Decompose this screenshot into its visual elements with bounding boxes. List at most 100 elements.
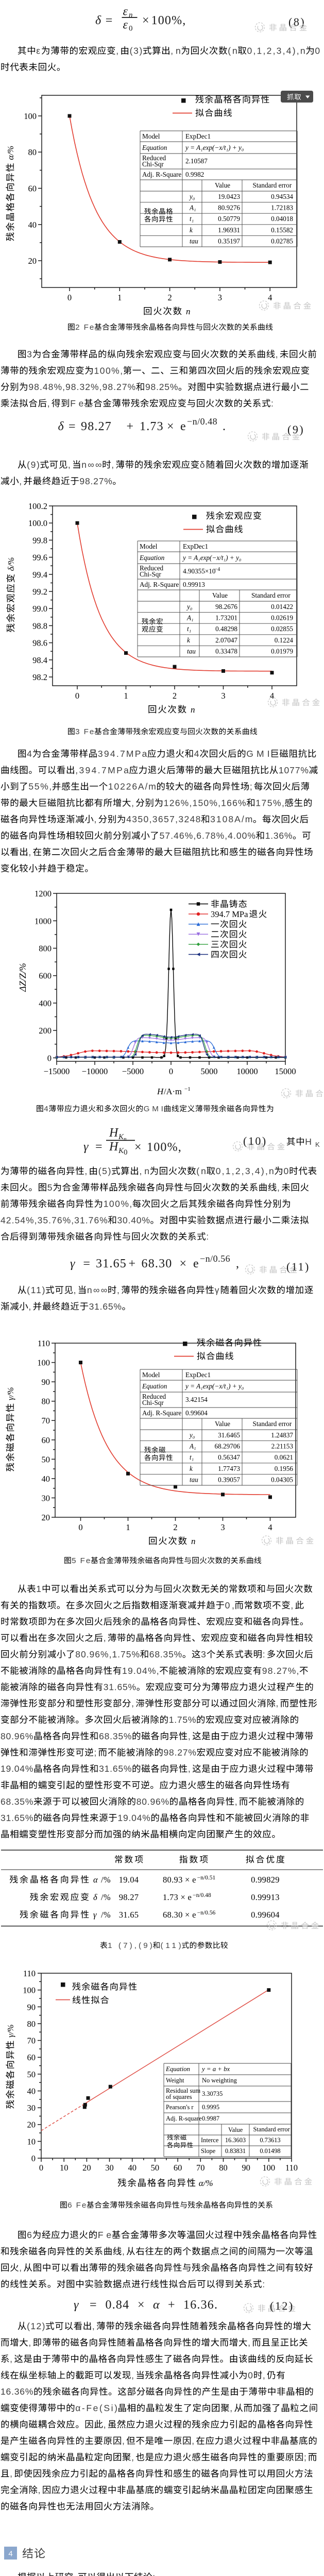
- svg-text:70: 70: [196, 2163, 205, 2173]
- svg-text:1: 1: [126, 1522, 130, 1532]
- svg-text:×: ×: [142, 14, 149, 27]
- svg-text:Adj. R-Square: Adj. R-Square: [142, 1409, 181, 1417]
- svg-text:,: ,: [188, 1731, 191, 1741]
- svg-text:80.93 × e: 80.93 × e: [163, 1875, 196, 1885]
- svg-text:/%: /%: [101, 1910, 111, 1920]
- svg-text:5000: 5000: [201, 1066, 218, 1076]
- svg-text:,: ,: [235, 1797, 237, 1807]
- svg-text:e: e: [180, 420, 186, 433]
- svg-text:Adj. R-Square: Adj. R-Square: [140, 581, 179, 588]
- svg-text:5 Fe: 5 Fe: [72, 1556, 91, 1565]
- svg-text:0.9982: 0.9982: [185, 171, 204, 178]
- svg-text:0: 0: [67, 293, 72, 302]
- svg-text:31.65: 31.65: [96, 1257, 127, 1270]
- svg-text:,: ,: [104, 2419, 106, 2430]
- svg-text:1077%: 1077%: [279, 765, 309, 775]
- svg-text:0.02855: 0.02855: [271, 625, 293, 633]
- svg-text:γ: γ: [93, 1910, 97, 1920]
- svg-text:3: 3: [221, 691, 225, 701]
- svg-text:55%,: 55%,: [28, 782, 52, 792]
- svg-text:200: 200: [39, 1026, 52, 1036]
- svg-text:α/%: α/%: [6, 146, 15, 160]
- svg-text:100%,: 100%,: [104, 1199, 132, 1209]
- svg-text:Equation: Equation: [142, 1382, 167, 1390]
- svg-text:,: ,: [117, 1285, 120, 1295]
- svg-text:K: K: [118, 1147, 124, 1155]
- svg-text:4: 4: [8, 2550, 12, 2558]
- svg-text:e: e: [193, 1257, 199, 1270]
- svg-text::: :: [152, 2572, 155, 2576]
- svg-text:0: 0: [78, 1522, 82, 1532]
- svg-text:19.04%: 19.04%: [117, 1813, 150, 1823]
- svg-text:0: 0: [284, 1166, 289, 1176]
- svg-text:;: ;: [250, 782, 252, 792]
- svg-text:Weight: Weight: [166, 2077, 184, 2084]
- svg-text:20: 20: [82, 2163, 91, 2173]
- svg-text:,: ,: [192, 2436, 194, 2446]
- svg-text:,: ,: [104, 1633, 106, 1643]
- svg-text:3 Fe: 3 Fe: [75, 727, 94, 736]
- svg-text:2: 2: [173, 1522, 177, 1532]
- svg-text:GMI: GMI: [246, 749, 270, 759]
- svg-text:+: +: [127, 420, 134, 433]
- svg-text:×: ×: [167, 420, 174, 433]
- svg-text:,: ,: [19, 2263, 22, 2273]
- svg-text:n∞∞: n∞∞: [81, 460, 102, 470]
- svg-text:n∞∞: n∞∞: [87, 1285, 108, 1295]
- svg-text:80.96%,1.75%: 80.96%,1.75%: [75, 1649, 140, 1659]
- svg-text:400: 400: [39, 998, 52, 1008]
- svg-text:,: ,: [47, 398, 50, 409]
- svg-text:γ: γ: [74, 2298, 79, 2312]
- svg-text:0: 0: [47, 1053, 52, 1063]
- svg-text:1.73: 1.73: [140, 420, 164, 433]
- svg-text:,n: ,n: [170, 46, 181, 56]
- svg-text:98.27%: 98.27%: [79, 476, 112, 486]
- svg-text:0.01422: 0.01422: [271, 603, 293, 611]
- svg-text:,: ,: [84, 1166, 87, 1176]
- svg-text:4: 4: [44, 1105, 48, 1113]
- svg-text:×: ×: [180, 1257, 187, 1270]
- svg-text:,: ,: [122, 2246, 125, 2257]
- svg-text:3: 3: [27, 349, 32, 360]
- svg-text:31.65: 31.65: [119, 1910, 139, 1920]
- svg-text:1200: 1200: [35, 889, 52, 899]
- svg-text:tau: tau: [190, 1476, 198, 1483]
- svg-text:1.72183: 1.72183: [271, 204, 293, 212]
- svg-text:0: 0: [75, 691, 79, 701]
- svg-text:3: 3: [201, 1649, 206, 1659]
- svg-text:2 Fe: 2 Fe: [75, 323, 94, 332]
- svg-text:98.27: 98.27: [119, 1892, 139, 1902]
- svg-text:,: ,: [131, 2452, 134, 2462]
- svg-text:0.99913: 0.99913: [183, 581, 205, 588]
- svg-text:γ: γ: [83, 1140, 89, 1154]
- svg-text:0: 0: [124, 1148, 128, 1157]
- svg-text:Value: Value: [212, 591, 228, 599]
- svg-text:(12): (12): [270, 2299, 294, 2312]
- svg-text:4: 4: [270, 691, 274, 701]
- svg-text:0.04018: 0.04018: [271, 215, 293, 223]
- svg-text:ΔZ/Z/%: ΔZ/Z/%: [18, 963, 28, 992]
- svg-text:Interce: Interce: [201, 2137, 219, 2144]
- svg-text:Reduced: Reduced: [142, 154, 166, 162]
- svg-text:k: k: [190, 1465, 193, 1472]
- svg-text:31.65%: 31.65%: [104, 1682, 137, 1692]
- svg-text:98.27%: 98.27%: [164, 1748, 197, 1758]
- svg-text:No weighting: No weighting: [202, 2077, 237, 2084]
- svg-text:68.30: 68.30: [142, 1257, 173, 1270]
- svg-text:,: ,: [94, 814, 97, 824]
- svg-text:,: ,: [68, 460, 71, 470]
- svg-text:99.8: 99.8: [32, 535, 47, 545]
- svg-text::: :: [262, 2279, 265, 2289]
- svg-text:α/%: α/%: [199, 2178, 213, 2188]
- svg-text:−n/0.51: −n/0.51: [197, 1875, 216, 1881]
- svg-text:15000: 15000: [275, 1066, 296, 1076]
- svg-text:4350,3657,3248: 4350,3657,3248: [126, 814, 201, 824]
- svg-text:31.6465: 31.6465: [218, 1431, 240, 1439]
- svg-text:,: ,: [263, 2370, 265, 2380]
- svg-text:,: ,: [10, 2468, 12, 2479]
- svg-text:,: ,: [188, 1764, 191, 1774]
- svg-text:80: 80: [28, 147, 37, 157]
- svg-text:6: 6: [27, 2230, 32, 2240]
- svg-text:50: 50: [27, 2070, 36, 2079]
- svg-text:394.7MPa: 394.7MPa: [98, 749, 147, 759]
